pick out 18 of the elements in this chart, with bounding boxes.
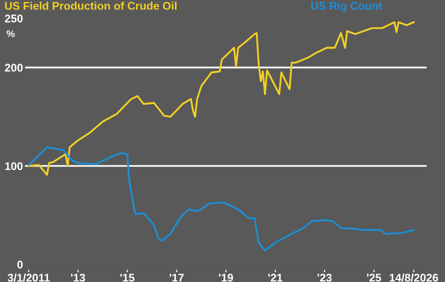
x-tick-label: '13 [71, 274, 86, 282]
y-tick-label: 0 [17, 260, 23, 269]
y-axis-title: % [6, 30, 15, 38]
x-tick-label: '17 [170, 274, 184, 282]
x-tick-label: '25 [367, 274, 382, 282]
y-tick-label: 250 [4, 14, 23, 22]
line-series [28, 21, 415, 176]
line-series [28, 146, 415, 252]
x-tick-label: '19 [218, 274, 233, 282]
text: US Rig Count [311, 2, 382, 12]
x-tick-label: '15 [120, 274, 134, 282]
x-tick-label: '23 [318, 274, 332, 282]
x-tick-label: '21 [268, 274, 282, 282]
text: US Field Production of Crude Oil [5, 2, 176, 10]
y-tick-label: 200 [4, 64, 23, 72]
x-tick-label: 14/8/2026 [390, 273, 438, 282]
x-tick-label: 3/1/2011 [8, 273, 50, 282]
y-tick-label: 100 [5, 162, 23, 170]
